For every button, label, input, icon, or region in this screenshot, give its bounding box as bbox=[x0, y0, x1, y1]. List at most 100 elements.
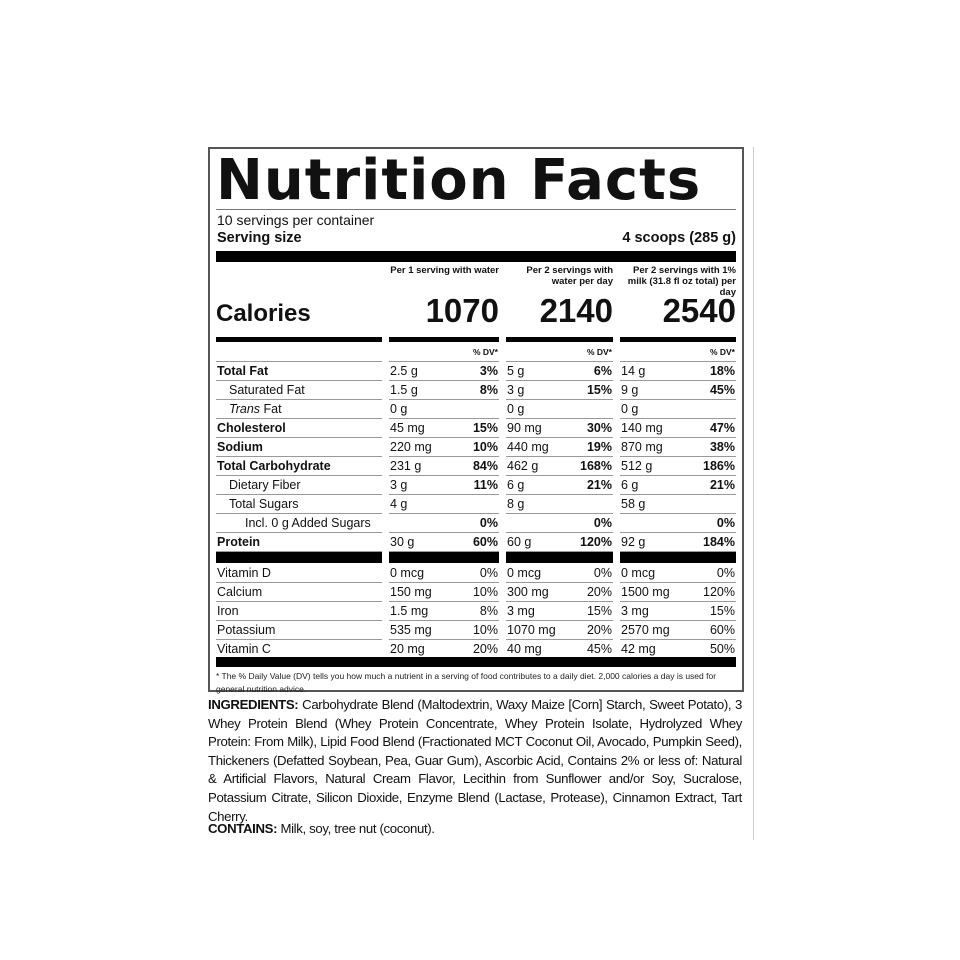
daily-value: 60% bbox=[472, 535, 498, 549]
vitamin-label: Potassium bbox=[217, 623, 276, 637]
daily-value: 38% bbox=[709, 440, 735, 454]
daily-value: 21% bbox=[709, 478, 735, 492]
calories-underline bbox=[216, 337, 738, 342]
amount: 1500 mg bbox=[621, 585, 670, 599]
nutrient-name: Incl. 0 g Added Sugars bbox=[216, 514, 382, 533]
amount: 42 mg bbox=[621, 642, 656, 656]
amount: 14 g bbox=[621, 364, 646, 378]
edge-line bbox=[753, 147, 754, 840]
amount: 462 g bbox=[507, 459, 539, 473]
amount: 1.5 g bbox=[390, 383, 418, 397]
vitamin-cell: 0 mcg 0% bbox=[620, 564, 736, 583]
nutrient-name: Protein bbox=[216, 533, 382, 552]
nutrient-cell: 220 mg 10% bbox=[389, 438, 499, 457]
vitamin-cell: 2570 mg 60% bbox=[620, 621, 736, 640]
daily-value: 47% bbox=[709, 421, 735, 435]
nutrient-label: Total Fat bbox=[217, 364, 269, 378]
nutrition-facts-panel: Nutrition Facts 10 servings per containe… bbox=[208, 147, 744, 694]
amount: 231 g bbox=[390, 459, 422, 473]
column-headers: Per 1 serving with water Per 2 servings … bbox=[216, 265, 738, 298]
nutrient-name: Sodium bbox=[216, 438, 382, 457]
serving-size-label: Serving size bbox=[217, 230, 302, 246]
daily-value: 20% bbox=[586, 585, 612, 599]
daily-value: 15% bbox=[586, 383, 612, 397]
daily-value: 18% bbox=[709, 364, 735, 378]
amount: 1070 mg bbox=[507, 623, 556, 637]
nutrient-cell: 60 g 120% bbox=[506, 533, 613, 552]
daily-value: 0% bbox=[593, 516, 612, 530]
nutrient-name: Total Sugars bbox=[216, 495, 382, 514]
vitamin-cell: 1.5 mg 8% bbox=[389, 602, 499, 621]
ingredients-text: Carbohydrate Blend (Maltodextrin, Waxy M… bbox=[208, 697, 742, 824]
dv-header-row: % DV* % DV* % DV* bbox=[216, 343, 738, 362]
amount: 92 g bbox=[621, 535, 646, 549]
vitamin-cell: 3 mg 15% bbox=[620, 602, 736, 621]
column-header: Per 2 servings with 1% milk (31.8 fl oz … bbox=[627, 265, 736, 298]
thick-divider bbox=[216, 251, 736, 262]
nutrient-cell: 0% bbox=[620, 514, 736, 533]
nutrient-cell: 90 mg 30% bbox=[506, 419, 613, 438]
nutrient-table: Total Fat 2.5 g 3% 5 g 6% 14 g 18% Saturated Fa… bbox=[216, 362, 738, 552]
nutrient-name: Dietary Fiber bbox=[216, 476, 382, 495]
daily-value: 19% bbox=[586, 440, 612, 454]
dv-header: % DV* bbox=[620, 343, 736, 362]
nutrient-cell: 5 g 6% bbox=[506, 362, 613, 381]
nutrient-cell: 8 g bbox=[506, 495, 613, 514]
daily-value: 10% bbox=[472, 585, 498, 599]
nutrient-cell: 140 mg 47% bbox=[620, 419, 736, 438]
daily-value: 8% bbox=[479, 604, 498, 618]
ingredients: INGREDIENTS: Carbohydrate Blend (Maltode… bbox=[208, 696, 742, 826]
vitamin-label: Iron bbox=[217, 604, 239, 618]
nutrient-cell: 9 g 45% bbox=[620, 381, 736, 400]
amount: 870 mg bbox=[621, 440, 663, 454]
vitamin-cell: 0 mcg 0% bbox=[506, 564, 613, 583]
contains-text: Milk, soy, tree nut (coconut). bbox=[280, 821, 435, 836]
ingredients-label: INGREDIENTS: bbox=[208, 697, 299, 712]
nutrient-cell: 0% bbox=[506, 514, 613, 533]
nutrient-cell: 1.5 g 8% bbox=[389, 381, 499, 400]
daily-value: 60% bbox=[709, 623, 735, 637]
daily-value: 15% bbox=[586, 604, 612, 618]
amount: 9 g bbox=[621, 383, 639, 397]
amount: 220 mg bbox=[390, 440, 432, 454]
daily-value: 45% bbox=[709, 383, 735, 397]
nutrient-label: Sodium bbox=[217, 440, 263, 454]
vitamin-cell: 3 mg 15% bbox=[506, 602, 613, 621]
daily-value: 120% bbox=[580, 535, 612, 549]
amount: 3 mg bbox=[621, 604, 649, 618]
amount: 40 mg bbox=[507, 642, 542, 656]
vitamin-name: Potassium bbox=[216, 621, 382, 640]
daily-value: 30% bbox=[586, 421, 612, 435]
nutrient-label: Dietary Fiber bbox=[229, 478, 301, 492]
nutrient-label: Incl. 0 g Added Sugars bbox=[245, 516, 371, 530]
daily-value: 186% bbox=[703, 459, 735, 473]
amount: 5 g bbox=[507, 364, 525, 378]
nutrient-cell: 2.5 g 3% bbox=[389, 362, 499, 381]
nutrient-cell: 512 g 186% bbox=[620, 457, 736, 476]
nutrient-cell: 92 g 184% bbox=[620, 533, 736, 552]
amount: 300 mg bbox=[507, 585, 549, 599]
nutrient-cell: 0 g bbox=[620, 400, 736, 419]
vitamin-divider bbox=[216, 552, 738, 563]
daily-value: 6% bbox=[593, 364, 612, 378]
daily-value: 0% bbox=[716, 566, 735, 580]
thick-divider bbox=[216, 657, 736, 667]
vitamin-cell: 535 mg 10% bbox=[389, 621, 499, 640]
nutrient-cell: 0% bbox=[389, 514, 499, 533]
calories-value: 2140 bbox=[539, 292, 613, 329]
daily-value: 15% bbox=[472, 421, 498, 435]
vitamin-cell: 150 mg 10% bbox=[389, 583, 499, 602]
nutrient-cell: 870 mg 38% bbox=[620, 438, 736, 457]
amount: 440 mg bbox=[507, 440, 549, 454]
nutrient-cell: 58 g bbox=[620, 495, 736, 514]
vitamin-label: Calcium bbox=[217, 585, 263, 599]
vitamin-cell: 1500 mg 120% bbox=[620, 583, 736, 602]
daily-value: 10% bbox=[472, 440, 498, 454]
amount: 8 g bbox=[507, 497, 525, 511]
nutrient-cell: 3 g 15% bbox=[506, 381, 613, 400]
amount: 512 g bbox=[621, 459, 653, 473]
amount: 6 g bbox=[507, 478, 525, 492]
nutrient-cell: 231 g 84% bbox=[389, 457, 499, 476]
daily-value: 3% bbox=[479, 364, 498, 378]
